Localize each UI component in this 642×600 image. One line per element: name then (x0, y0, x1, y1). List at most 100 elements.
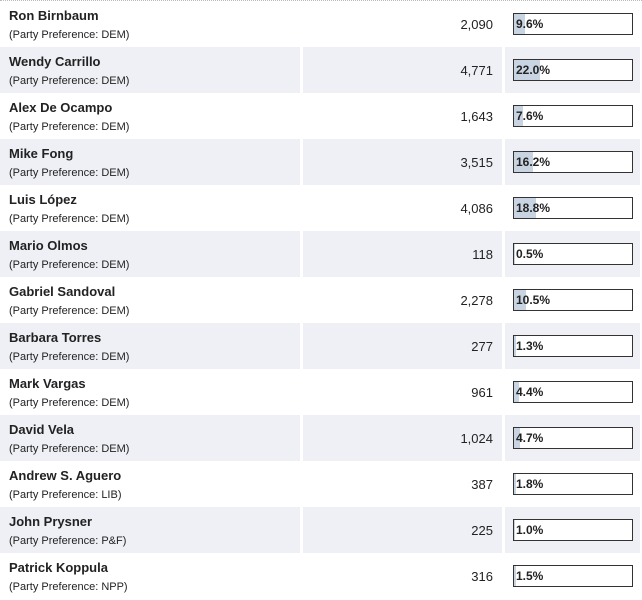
vote-count: 2,278 (460, 293, 493, 308)
votes-cell: 277 (303, 323, 502, 369)
percent-bar-frame: 7.6% (513, 105, 633, 127)
party-preference: (Party Preference: DEM) (9, 351, 130, 363)
candidate-cell: David Vela (Party Preference: DEM) (0, 415, 300, 461)
candidate-row: Wendy Carrillo (Party Preference: DEM) 4,7… (0, 47, 640, 93)
percent-bar-frame: 4.4% (513, 381, 633, 403)
candidate-name: John Prysner (9, 514, 93, 529)
percent-cell: 9.6% (505, 1, 640, 47)
percent-cell: 1.5% (505, 553, 640, 599)
percent-label: 1.8% (516, 477, 544, 491)
candidate-row: David Vela (Party Preference: DEM) 1,024 4.… (0, 415, 640, 461)
party-preference: (Party Preference: DEM) (9, 259, 130, 271)
percent-label: 18.8% (516, 201, 551, 215)
vote-count: 4,086 (460, 201, 493, 216)
party-preference: (Party Preference: LIB) (9, 489, 122, 501)
vote-count: 387 (471, 477, 493, 492)
percent-bar-frame: 1.8% (513, 473, 633, 495)
percent-bar (514, 244, 515, 264)
candidate-row: Ron Birnbaum (Party Preference: DEM) 2,090… (0, 1, 640, 47)
percent-cell: 1.0% (505, 507, 640, 553)
percent-cell: 1.8% (505, 461, 640, 507)
candidate-cell: John Prysner (Party Preference: P&F) (0, 507, 300, 553)
percent-bar-frame: 1.5% (513, 565, 633, 587)
candidate-name: Mark Vargas (9, 376, 86, 391)
percent-cell: 18.8% (505, 185, 640, 231)
party-preference: (Party Preference: DEM) (9, 29, 130, 41)
percent-label: 4.7% (516, 431, 544, 445)
percent-bar-frame: 1.0% (513, 519, 633, 541)
party-preference: (Party Preference: DEM) (9, 75, 130, 87)
percent-bar-frame: 10.5% (513, 289, 633, 311)
percent-label: 1.5% (516, 569, 544, 583)
votes-cell: 225 (303, 507, 502, 553)
candidate-name: Ron Birnbaum (9, 8, 99, 23)
votes-cell: 118 (303, 231, 502, 277)
candidate-row: Patrick Koppula (Party Preference: NPP) 31… (0, 553, 640, 599)
percent-label: 22.0% (516, 63, 551, 77)
party-preference: (Party Preference: DEM) (9, 443, 130, 455)
candidate-cell: Mario Olmos (Party Preference: DEM) (0, 231, 300, 277)
percent-bar-frame: 1.3% (513, 335, 633, 357)
percent-label: 16.2% (516, 155, 551, 169)
vote-count: 1,643 (460, 109, 493, 124)
percent-label: 9.6% (516, 17, 544, 31)
vote-count: 118 (472, 247, 493, 262)
votes-cell: 4,086 (303, 185, 502, 231)
candidate-name: David Vela (9, 422, 75, 437)
percent-cell: 7.6% (505, 93, 640, 139)
candidate-cell: Gabriel Sandoval (Party Preference: DEM) (0, 277, 300, 323)
candidate-row: Andrew S. Aguero (Party Preference: LIB) 3… (0, 461, 640, 507)
votes-cell: 2,090 (303, 1, 502, 47)
candidate-cell: Ron Birnbaum (Party Preference: DEM) (0, 1, 300, 47)
candidate-name: Barbara Torres (9, 330, 102, 345)
votes-cell: 1,024 (303, 415, 502, 461)
vote-count: 1,024 (460, 431, 493, 446)
vote-count: 961 (471, 385, 493, 400)
votes-cell: 2,278 (303, 277, 502, 323)
vote-count: 277 (471, 339, 493, 354)
candidate-name: Alex De Ocampo (9, 100, 113, 115)
percent-bar-frame: 22.0% (513, 59, 633, 81)
votes-cell: 4,771 (303, 47, 502, 93)
percent-cell: 4.7% (505, 415, 640, 461)
percent-bar (514, 198, 537, 218)
percent-cell: 10.5% (505, 277, 640, 323)
candidate-row: Gabriel Sandoval (Party Preference: DEM) 2… (0, 277, 640, 323)
percent-cell: 22.0% (505, 47, 640, 93)
percent-bar (514, 336, 516, 356)
percent-bar-frame: 16.2% (513, 151, 633, 173)
candidate-name: Gabriel Sandoval (9, 284, 116, 299)
candidate-name: Luis López (9, 192, 77, 207)
votes-cell: 387 (303, 461, 502, 507)
percent-bar-frame: 9.6% (513, 13, 633, 35)
percent-label: 10.5% (516, 293, 551, 307)
percent-label: 1.3% (516, 339, 544, 353)
candidate-name: Mike Fong (9, 146, 74, 161)
party-preference: (Party Preference: DEM) (9, 213, 130, 225)
percent-bar (514, 106, 523, 126)
party-preference: (Party Preference: DEM) (9, 121, 130, 133)
percent-cell: 0.5% (505, 231, 640, 277)
percent-label: 4.4% (516, 385, 544, 399)
candidate-row: John Prysner (Party Preference: P&F) 225 1.… (0, 507, 640, 553)
percent-bar (514, 152, 534, 172)
candidate-row: Mike Fong (Party Preference: DEM) 3,515 16.… (0, 139, 640, 185)
votes-cell: 961 (303, 369, 502, 415)
candidate-cell: Patrick Koppula (Party Preference: NPP) (0, 553, 300, 599)
candidate-row: Barbara Torres (Party Preference: DEM) 277… (0, 323, 640, 369)
party-preference: (Party Preference: DEM) (9, 167, 130, 179)
percent-label: 1.0% (516, 523, 544, 537)
candidate-cell: Luis López (Party Preference: DEM) (0, 185, 300, 231)
percent-bar (514, 382, 520, 402)
candidate-cell: Alex De Ocampo (Party Preference: DEM) (0, 93, 300, 139)
vote-count: 2,090 (460, 17, 493, 32)
candidate-cell: Barbara Torres (Party Preference: DEM) (0, 323, 300, 369)
percent-bar (514, 566, 516, 586)
percent-bar (514, 474, 517, 494)
candidate-cell: Mark Vargas (Party Preference: DEM) (0, 369, 300, 415)
candidate-name: Wendy Carrillo (9, 54, 101, 69)
percent-bar (514, 290, 527, 310)
candidate-row: Alex De Ocampo (Party Preference: DEM) 1,6… (0, 93, 640, 139)
party-preference: (Party Preference: P&F) (9, 535, 127, 547)
